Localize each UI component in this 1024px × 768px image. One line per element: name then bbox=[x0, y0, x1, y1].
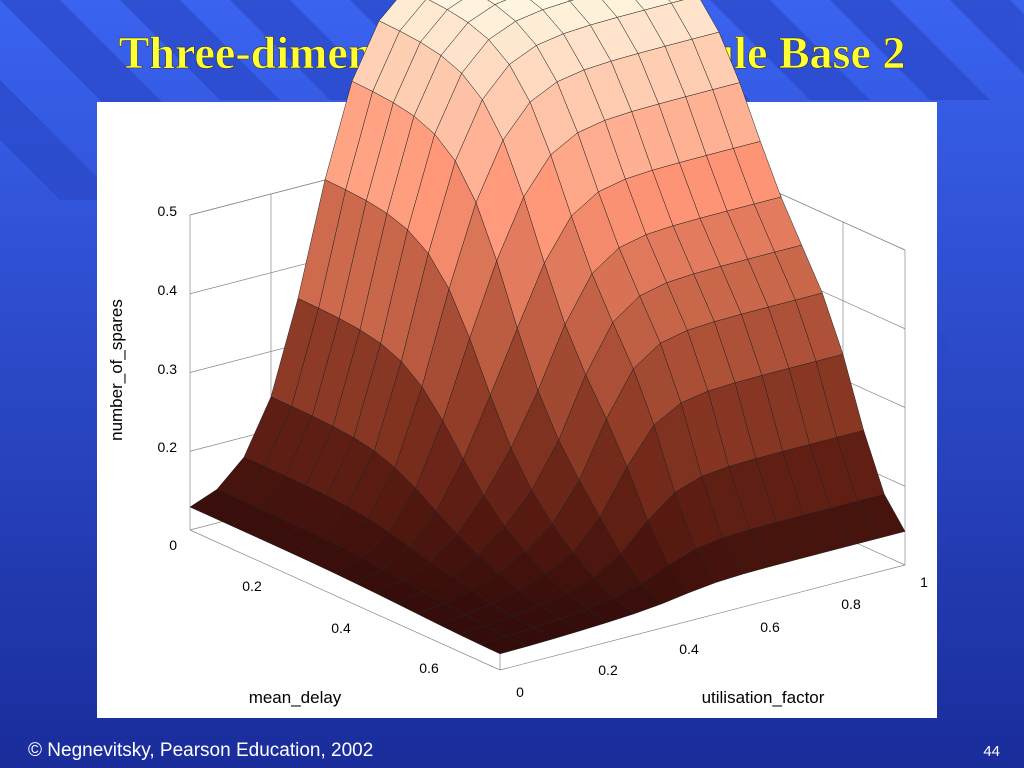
z-tick-label: 0.4 bbox=[158, 282, 178, 298]
utilisation-tick-label: 0.2 bbox=[598, 662, 618, 678]
z-axis-label: number_of_spares bbox=[107, 299, 126, 441]
footer: © Negnevitsky, Pearson Education, 2002 bbox=[28, 740, 373, 761]
surface-plot: 0 0.2 0.3 0.4 0.5 0.2 0.4 0.6 0 0.2 0.4 0.6 0.8 1 mean… bbox=[107, 0, 928, 707]
utilisation-tick-label: 0.8 bbox=[841, 596, 861, 612]
utilisation-tick-label: 0 bbox=[516, 684, 524, 700]
mean-delay-tick-label: 0.2 bbox=[242, 578, 262, 594]
utilisation-tick-label: 0.4 bbox=[679, 641, 699, 657]
y-axis-label: utilisation_factor bbox=[702, 688, 825, 707]
surface-patch bbox=[478, 636, 528, 655]
z-tick-label: 0 bbox=[169, 537, 177, 553]
page-number: 44 bbox=[983, 743, 1000, 760]
z-tick-label: 0.5 bbox=[158, 203, 178, 219]
z-tick-label: 0.2 bbox=[158, 439, 178, 455]
surface-patch bbox=[487, 0, 507, 5]
utilisation-tick-label: 1 bbox=[920, 574, 928, 590]
mean-delay-tick-label: 0.6 bbox=[419, 660, 439, 676]
x-axis-label: mean_delay bbox=[249, 688, 342, 707]
utilisation-tick-label: 0.6 bbox=[760, 619, 780, 635]
box-line bbox=[189, 529, 501, 671]
z-tick-label: 0.3 bbox=[158, 361, 178, 377]
box-line bbox=[499, 564, 906, 671]
mean-delay-tick-label: 0.4 bbox=[331, 620, 351, 636]
